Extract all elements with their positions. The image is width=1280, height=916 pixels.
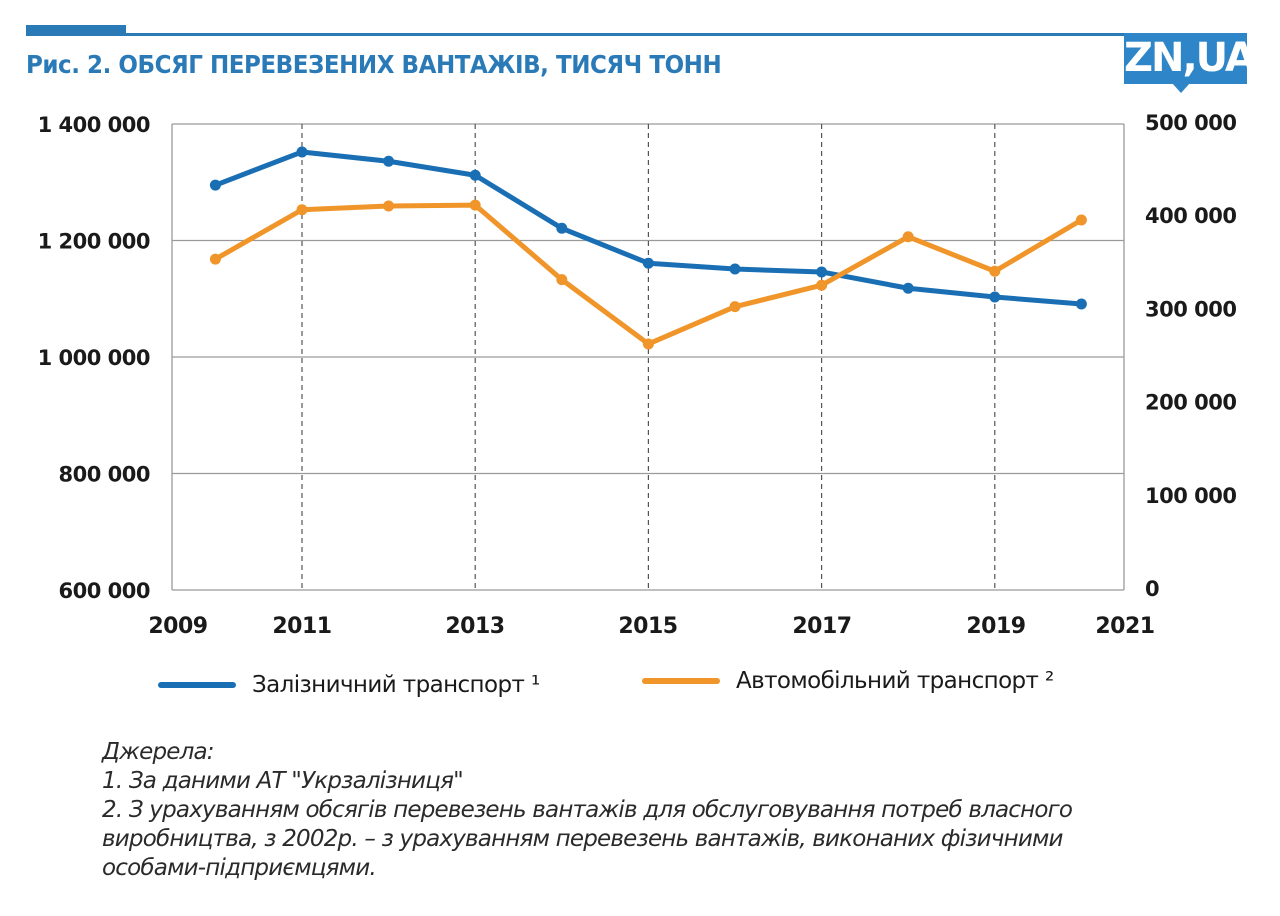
- legend-label-road: Автомобільний транспорт ²: [736, 668, 1054, 694]
- data-point-road: [816, 279, 828, 291]
- data-point-rail: [642, 257, 654, 269]
- y-right-tick-label: 100 000: [1145, 484, 1236, 508]
- data-point-road: [902, 231, 914, 243]
- source-line-4: особами-підприємцями.: [102, 855, 377, 881]
- line-chart: 1 400 000 1 200 000 1 000 000 800 000 600 00…: [38, 111, 1237, 639]
- y-right-tick-label: 300 000: [1145, 297, 1236, 321]
- data-point-rail: [816, 266, 828, 278]
- tick-labels: 1 400 000 1 200 000 1 000 000 800 000 600 00…: [38, 111, 1237, 639]
- logo-speech-tail-icon: [1172, 83, 1190, 93]
- legend-swatch-road: [642, 678, 720, 684]
- y-left-tick-label: 1 000 000: [38, 346, 150, 370]
- x-tick-label: 2021: [1095, 614, 1154, 639]
- series-group: [209, 146, 1087, 350]
- header-accent-tab: [26, 25, 126, 36]
- y-left-tick-label: 600 000: [59, 579, 150, 603]
- data-point-road: [296, 204, 308, 216]
- data-point-rail: [902, 282, 914, 294]
- data-point-road: [1075, 214, 1087, 226]
- x-tick-label: 2011: [272, 614, 331, 639]
- source-line-1: 1. За даними АТ "Укрзалізниця": [102, 768, 464, 794]
- legend-item-rail: Залізничний транспорт ¹: [158, 672, 540, 698]
- sources-note: Джерела: 1. За даними АТ "Укрзалізниця" …: [102, 738, 1073, 883]
- data-point-road: [729, 301, 741, 313]
- y-right-tick-label: 0: [1145, 577, 1159, 601]
- data-point-rail: [383, 155, 395, 167]
- sources-heading: Джерела:: [102, 739, 215, 765]
- data-point-road: [989, 265, 1001, 277]
- x-tick-label: 2017: [792, 614, 851, 639]
- header-rule: [26, 33, 1244, 36]
- y-left-tick-label: 800 000: [59, 463, 150, 487]
- y-left-tick-label: 1 200 000: [38, 230, 150, 254]
- grid: [172, 123, 1124, 591]
- legend-swatch-rail: [158, 682, 236, 688]
- x-tick-label: 2009: [148, 614, 207, 639]
- data-point-road: [383, 200, 395, 212]
- data-point-road: [209, 253, 221, 265]
- data-point-road: [469, 199, 481, 211]
- source-line-2: 2. З урахуванням обсягів перевезень вант…: [102, 797, 1073, 823]
- chart-title: Рис. 2. ОБСЯГ ПЕРЕВЕЗЕНИХ ВАНТАЖІВ, ТИСЯ…: [26, 50, 722, 79]
- data-point-rail: [556, 222, 568, 234]
- data-point-rail: [989, 291, 1001, 303]
- legend-item-road: Автомобільний транспорт ²: [642, 668, 1054, 694]
- data-point-rail: [469, 169, 481, 181]
- x-tick-label: 2019: [966, 614, 1025, 639]
- data-point-road: [642, 338, 654, 350]
- data-point-road: [556, 274, 568, 286]
- source-line-3: виробництва, з 2002р. – з урахуванням пе…: [102, 826, 1063, 852]
- x-tick-label: 2015: [618, 614, 677, 639]
- y-left-tick-label: 1 400 000: [38, 113, 150, 137]
- data-point-rail: [729, 263, 741, 275]
- data-point-rail: [296, 146, 308, 158]
- y-right-tick-label: 400 000: [1145, 204, 1236, 228]
- axes: [171, 124, 1125, 590]
- data-point-rail: [1075, 298, 1087, 310]
- y-right-tick-label: 200 000: [1145, 391, 1236, 415]
- data-point-rail: [209, 179, 221, 191]
- y-right-tick-label: 500 000: [1145, 111, 1236, 135]
- zn-ua-logo: ZN,UA: [1124, 33, 1256, 84]
- x-tick-label: 2013: [445, 614, 504, 639]
- legend-label-rail: Залізничний транспорт ¹: [252, 672, 540, 698]
- legend: Залізничний транспорт ¹ Автомобільний тр…: [0, 668, 1280, 712]
